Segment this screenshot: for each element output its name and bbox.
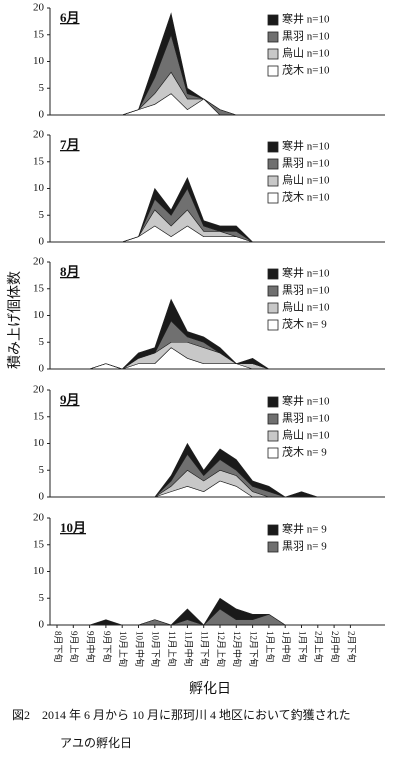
panel-title: 9月 [60, 392, 80, 407]
y-tick-label: 15 [33, 538, 45, 550]
legend-label: 寒井 n=10 [282, 139, 330, 153]
x-tick-label: 2月中旬 [330, 631, 341, 663]
x-tick-label: 1月中旬 [281, 631, 292, 663]
area [57, 177, 351, 243]
y-tick-label: 0 [39, 363, 45, 375]
x-tick-label: 1月下旬 [297, 631, 308, 663]
y-tick-label: 10 [33, 309, 45, 321]
legend-swatch [267, 31, 279, 43]
legend-label: 寒井 n=10 [282, 394, 330, 408]
x-tick-label: 1月上旬 [265, 631, 276, 663]
legend-label: 茂木 n= 9 [282, 445, 327, 459]
legend-label: 黒羽 n=10 [282, 284, 330, 297]
legend-swatch [267, 413, 279, 425]
x-tick-label: 12月中旬 [232, 631, 243, 667]
legend-swatch [267, 430, 279, 442]
legend-label: 茂木 n=10 [282, 63, 330, 77]
legend-swatch [267, 541, 279, 553]
legend-swatch [267, 48, 279, 60]
legend-label: 黒羽 n=10 [282, 412, 330, 425]
y-tick-label: 0 [39, 491, 45, 503]
x-tick-label: 8月下旬 [53, 631, 64, 663]
legend-swatch [267, 319, 279, 331]
legend-swatch [267, 524, 279, 536]
y-tick-label: 10 [33, 565, 45, 577]
legend-label: 烏山 n=10 [282, 428, 330, 442]
legend-swatch [267, 158, 279, 170]
x-tick-label: 9月中旬 [86, 631, 97, 663]
x-tick-label: 2月下旬 [346, 631, 357, 663]
x-tick-label: 12月上旬 [216, 631, 227, 667]
area [57, 597, 351, 626]
y-tick-label: 5 [39, 464, 45, 476]
legend-label: 烏山 n=10 [282, 300, 330, 314]
y-tick-label: 5 [39, 592, 45, 604]
y-tick-label: 20 [33, 512, 45, 524]
legend-label: 寒井 n=10 [282, 12, 330, 26]
x-tick-label: 10月上旬 [118, 631, 129, 667]
panel-title: 7月 [60, 137, 80, 152]
area [57, 298, 351, 370]
y-tick-label: 0 [39, 109, 45, 121]
y-tick-label: 15 [33, 282, 45, 294]
y-tick-label: 15 [33, 28, 45, 40]
caption-line: 図2 2014 年 6 月から 10 月に那珂川 4 地区において釣獲された [12, 707, 351, 722]
x-tick-label: 11月下旬 [200, 631, 211, 667]
legend-label: 黒羽 n=10 [282, 157, 330, 170]
legend-label: 烏山 n=10 [282, 173, 330, 187]
y-tick-label: 20 [33, 256, 45, 268]
legend-swatch [267, 65, 279, 77]
legend-swatch [267, 141, 279, 153]
x-tick-label: 12月下旬 [249, 631, 260, 667]
legend-swatch [267, 175, 279, 187]
x-tick-label: 9月上旬 [69, 631, 80, 663]
legend-swatch [267, 396, 279, 408]
y-axis-title: 積み上げ個体数 [7, 271, 23, 369]
area [57, 12, 351, 116]
y-tick-label: 5 [39, 209, 45, 221]
legend-label: 寒井 n=10 [282, 266, 330, 280]
y-tick-label: 10 [33, 55, 45, 67]
legend-label: 茂木 n=10 [282, 190, 330, 204]
y-tick-label: 5 [39, 82, 45, 94]
legend-swatch [267, 192, 279, 204]
y-tick-label: 10 [33, 182, 45, 194]
y-tick-label: 15 [33, 155, 45, 167]
legend-swatch [267, 285, 279, 297]
y-tick-label: 15 [33, 410, 45, 422]
x-tick-label: 10月下旬 [151, 631, 162, 667]
legend-swatch [267, 302, 279, 314]
legend-label: 黒羽 n= 9 [282, 540, 327, 553]
panel-title: 10月 [60, 520, 86, 535]
x-tick-label: 2月上旬 [314, 631, 325, 663]
panel-title: 6月 [60, 10, 80, 25]
x-tick-label: 10月中旬 [134, 631, 145, 667]
x-tick-label: 11月中旬 [183, 631, 194, 667]
y-tick-label: 20 [33, 2, 45, 14]
caption-line: アユの孵化日 [60, 736, 132, 750]
y-tick-label: 10 [33, 437, 45, 449]
y-tick-label: 20 [33, 384, 45, 396]
legend-label: 寒井 n= 9 [282, 522, 327, 536]
legend-swatch [267, 447, 279, 459]
legend-label: 烏山 n=10 [282, 46, 330, 60]
panel-title: 8月 [60, 264, 80, 279]
area [57, 93, 351, 116]
y-tick-label: 20 [33, 129, 45, 141]
legend-swatch [267, 268, 279, 280]
x-axis-title: 孵化日 [189, 681, 231, 697]
y-tick-label: 0 [39, 236, 45, 248]
x-tick-label: 9月下旬 [102, 631, 113, 663]
legend-label: 茂木 n= 9 [282, 317, 327, 331]
y-tick-label: 0 [39, 619, 45, 631]
legend-label: 黒羽 n=10 [282, 30, 330, 43]
x-tick-label: 11月上旬 [167, 631, 178, 667]
legend-swatch [267, 14, 279, 26]
y-tick-label: 5 [39, 336, 45, 348]
